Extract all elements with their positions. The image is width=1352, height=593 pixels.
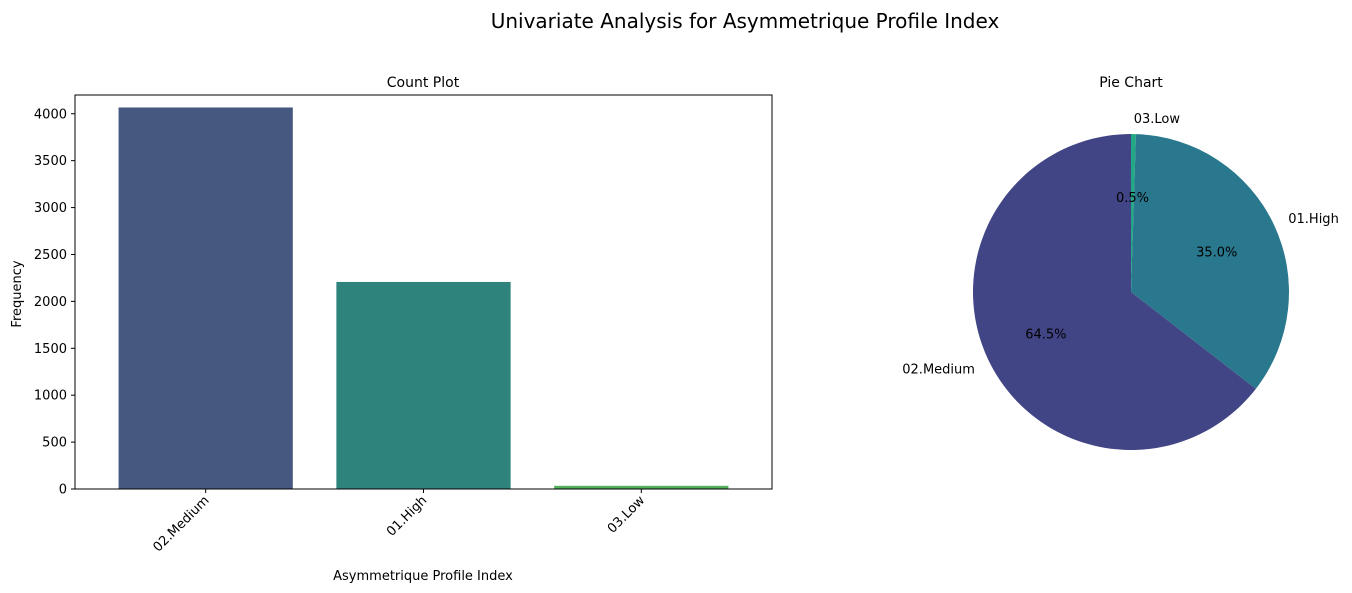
figure-suptitle: Univariate Analysis for Asymmetrique Pro… [491, 9, 1000, 33]
bar-02-medium [118, 107, 293, 489]
pie-slices [973, 134, 1289, 450]
count-plot-title: Count Plot [387, 75, 460, 91]
x-axis-label: Asymmetrique Profile Index [333, 569, 513, 584]
bar-01-high [336, 281, 511, 489]
pie-chart-title: Pie Chart [1099, 75, 1163, 91]
pie-slice-01-high [1131, 134, 1289, 389]
y-tick-label: 4000 [34, 107, 67, 122]
pie-label-03-low: 03.Low [1134, 112, 1181, 127]
pie-slice-02-medium [973, 134, 1256, 450]
y-tick-label: 0 [59, 483, 67, 498]
pie-slice-03-low [1131, 134, 1136, 292]
bars-layer [118, 107, 729, 489]
pie-pct-02-medium: 64.5% [1025, 328, 1066, 343]
x-tick-label: 01.High [384, 493, 430, 539]
x-tick-label: 02.Medium [151, 493, 213, 555]
pie-label-02-medium: 02.Medium [902, 362, 975, 377]
bar-03-low [554, 485, 729, 489]
y-tick-label: 500 [42, 436, 67, 451]
pie-label-01-high: 01.High [1288, 212, 1339, 227]
x-axis-ticks: 02.Medium 01.High 03.Low [151, 489, 649, 555]
y-tick-label: 3500 [34, 154, 67, 169]
pie-pct-01-high: 35.0% [1196, 246, 1237, 261]
pie-labels: 03.Low 0.5% 01.High 35.0% 02.Medium 64.5% [902, 112, 1339, 377]
y-tick-label: 1000 [34, 389, 67, 404]
y-axis-label: Frequency [10, 260, 25, 327]
pie-pct-03-low: 0.5% [1116, 191, 1149, 206]
x-tick-label: 03.Low [605, 493, 649, 537]
y-tick-label: 2000 [34, 295, 67, 310]
y-axis-ticks: 0 500 1000 1500 2000 2500 3000 3500 4000 [34, 107, 75, 498]
y-tick-label: 3000 [34, 201, 67, 216]
y-tick-label: 1500 [34, 342, 67, 357]
y-tick-label: 2500 [34, 248, 67, 263]
count-plot: Count Plot 0 500 1000 1500 2000 2500 3000 3500 4… [10, 75, 773, 584]
pie-chart: Pie Chart 03.Low 0.5% 01.High 35.0% 02.Mediu… [902, 75, 1339, 450]
